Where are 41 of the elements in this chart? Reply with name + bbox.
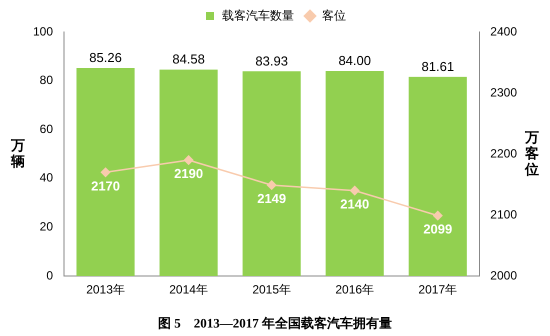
bar <box>408 76 467 276</box>
data-label: 83.93 <box>255 53 288 68</box>
x-tick-label: 2013年 <box>86 282 125 297</box>
point <box>266 180 276 190</box>
y-tick-label: 20 <box>40 220 54 234</box>
data-label: 2099 <box>423 222 452 237</box>
data-label: 84.58 <box>172 52 205 67</box>
x-tick-label: 2014年 <box>169 282 208 297</box>
y-tick-label: 40 <box>40 170 54 185</box>
data-label: 84.00 <box>338 53 371 68</box>
data-label: 2170 <box>91 178 120 194</box>
point <box>100 168 110 178</box>
y2-tick-label: 2300 <box>490 85 518 100</box>
bar <box>76 68 135 276</box>
legend-label: 载客汽车数量 <box>222 8 294 22</box>
text: 图 5 2013—2017 年全国载客汽车拥有量 <box>158 316 392 331</box>
y2-tick-label: 2100 <box>490 207 518 222</box>
y-axis-title: 万辆 <box>10 136 25 169</box>
y2-tick-label: 2200 <box>490 146 518 160</box>
data-label: 2190 <box>174 166 204 182</box>
bar <box>242 71 301 276</box>
point <box>184 155 194 165</box>
data-label: 2140 <box>340 196 370 212</box>
bar <box>160 70 218 276</box>
y-tick-label: 0 <box>46 268 54 282</box>
point <box>350 186 360 196</box>
y2-axis-title: 万客位 <box>524 128 539 177</box>
legend-label: 客位 <box>322 8 346 22</box>
x-tick-label: 2015年 <box>252 282 292 297</box>
x-tick-label: 2016年 <box>335 282 374 297</box>
data-label: 81.61 <box>422 58 454 74</box>
y-tick-label: 80 <box>40 73 54 88</box>
x-tick-label: 2017年 <box>418 282 458 297</box>
y-tick-label: 60 <box>40 122 54 136</box>
y-tick-label: 100 <box>32 24 54 38</box>
data-label: 85.26 <box>89 50 122 66</box>
y2-tick-label: 2400 <box>490 24 518 38</box>
point <box>433 210 443 220</box>
data-label: 2149 <box>257 191 286 206</box>
bar <box>326 71 384 276</box>
y2-tick-label: 2000 <box>490 268 518 282</box>
